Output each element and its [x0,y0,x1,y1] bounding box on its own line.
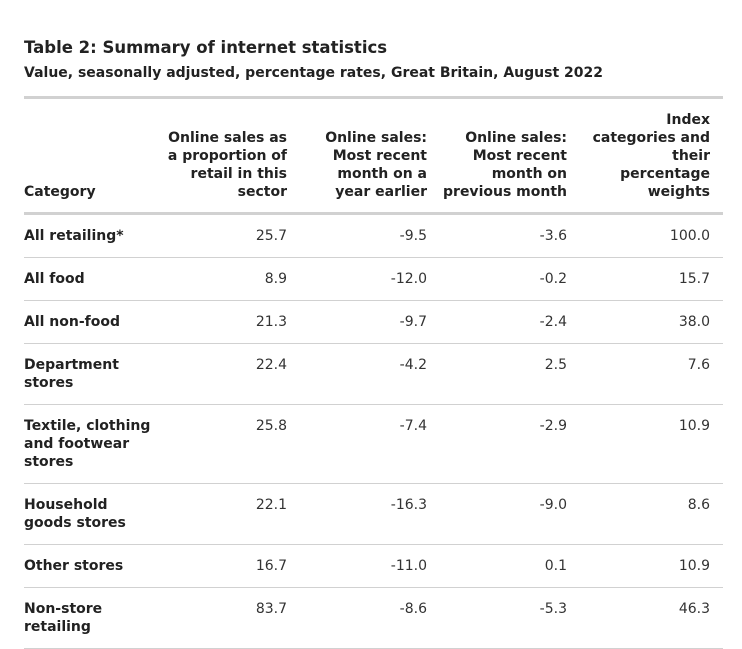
row-category: Household goods stores [24,497,126,531]
table-row: All non-food 21.3 -9.7 -2.4 38.0 [24,301,723,344]
table-title: Table 2: Summary of internet statistics [24,38,388,57]
row-category: Textile, clothing and footwear stores [24,418,151,470]
cell-online-proportion: 83.7 [255,601,287,617]
cell-year-on-year: -9.5 [399,228,427,244]
table-row: Non-store retailing 83.7 -8.6 -5.3 46.3 [24,588,723,649]
row-category: Other stores [24,558,124,574]
cell-index-weight: 10.9 [678,418,710,434]
cell-month-on-month: -2.9 [539,418,567,434]
column-header-year-on-year: Online sales: Most recent month on a yea… [325,130,427,200]
cell-month-on-month: -2.4 [539,314,567,330]
column-header-category: Category [24,184,96,200]
table-row: Other stores 16.7 -11.0 0.1 10.9 [24,545,723,588]
table-header: Category Online sales as a proportion of… [24,97,723,214]
row-category: All retailing* [24,228,124,244]
cell-index-weight: 15.7 [678,271,710,287]
table-row: Household goods stores 22.1 -16.3 -9.0 8… [24,484,723,545]
page: Table 2: Summary of internet statistics … [24,38,723,649]
cell-year-on-year: -12.0 [390,271,427,287]
cell-year-on-year: -16.3 [390,497,427,513]
table-row: Department stores 22.4 -4.2 2.5 7.6 [24,344,723,405]
cell-year-on-year: -9.7 [399,314,427,330]
row-category: All food [24,271,85,287]
cell-online-proportion: 8.9 [264,271,287,287]
cell-month-on-month: -5.3 [539,601,567,617]
cell-index-weight: 7.6 [687,357,710,373]
cell-index-weight: 46.3 [678,601,710,617]
column-header-index-weights: Index categories and their percentage we… [592,112,710,200]
cell-year-on-year: -4.2 [399,357,427,373]
cell-index-weight: 38.0 [678,314,710,330]
cell-month-on-month: 0.1 [544,558,567,574]
column-header-month-on-month: Online sales: Most recent month on previ… [443,130,567,200]
cell-year-on-year: -7.4 [399,418,427,434]
table-row: All retailing* 25.7 -9.5 -3.6 100.0 [24,214,723,258]
cell-online-proportion: 21.3 [255,314,287,330]
table-row: All food 8.9 -12.0 -0.2 15.7 [24,258,723,301]
cell-year-on-year: -11.0 [390,558,427,574]
column-header-online-proportion: Online sales as a proportion of retail i… [167,130,287,200]
cell-month-on-month: -0.2 [539,271,567,287]
cell-online-proportion: 25.7 [255,228,287,244]
row-category: Non-store retailing [24,601,103,635]
row-category: Department stores [24,357,119,391]
table-subtitle: Value, seasonally adjusted, percentage r… [24,65,603,81]
cell-online-proportion: 16.7 [255,558,287,574]
cell-online-proportion: 22.1 [255,497,287,513]
cell-year-on-year: -8.6 [399,601,427,617]
cell-month-on-month: -9.0 [539,497,567,513]
cell-online-proportion: 25.8 [255,418,287,434]
cell-index-weight: 8.6 [687,497,710,513]
statistics-table: Category Online sales as a proportion of… [24,96,723,649]
cell-online-proportion: 22.4 [255,357,287,373]
cell-index-weight: 10.9 [678,558,710,574]
cell-month-on-month: -3.6 [539,228,567,244]
table-body: All retailing* 25.7 -9.5 -3.6 100.0 All … [24,214,723,649]
cell-month-on-month: 2.5 [544,357,567,373]
table-row: Textile, clothing and footwear stores 25… [24,405,723,484]
header-row: Category Online sales as a proportion of… [24,97,723,214]
cell-index-weight: 100.0 [669,228,710,244]
row-category: All non-food [24,314,121,330]
